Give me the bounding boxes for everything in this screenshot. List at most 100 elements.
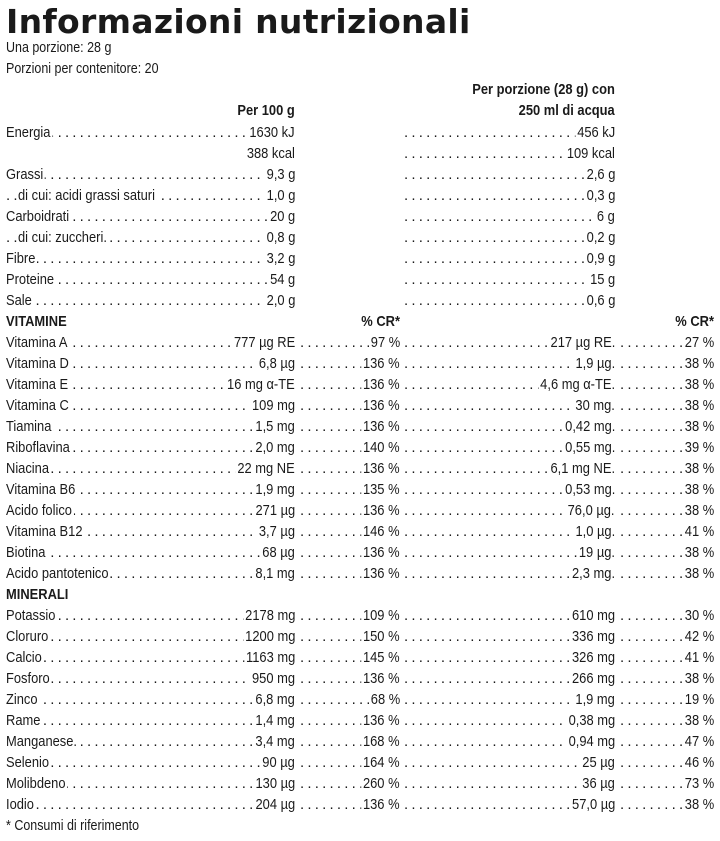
vitamin-table-row: ........................................…	[0, 500, 720, 521]
leader-dots: ........................................…	[6, 796, 292, 813]
leader-dots: ........................................…	[404, 418, 612, 435]
row-label: Iodio	[6, 794, 36, 815]
value-per-100g: 20 g	[268, 206, 295, 227]
value-per-portion: 0,94 mg	[566, 731, 615, 752]
value-cr-per-portion: 38 %	[682, 395, 714, 416]
value-per-portion: 6,1 mg NE.	[548, 458, 615, 479]
value-per-portion: 456 kJ	[575, 122, 615, 143]
leader-dots: ........................................…	[6, 649, 292, 666]
value-per-portion: 0,38 mg	[566, 710, 615, 731]
row-label: Acido pantotenico	[6, 563, 111, 584]
mineral-table-row: ........................................…	[0, 689, 720, 710]
value-cr-per-100g: 260 %	[361, 773, 400, 794]
leader-dots: ........................................…	[6, 418, 292, 435]
value-per-100g: 3,4 mg	[253, 731, 295, 752]
row-label: Zinco	[6, 689, 40, 710]
section-title: MINERALI	[6, 584, 71, 605]
leader-dots: ........................................…	[6, 460, 292, 477]
row-label: Vitamina A	[6, 332, 70, 353]
row-label: Fibre	[6, 248, 38, 269]
leader-dots: ........................................…	[404, 712, 612, 729]
value-per-portion: 1,9 µg.	[573, 353, 615, 374]
value-cr-per-100g: 97 %	[368, 332, 400, 353]
row-label: Grassi	[6, 164, 45, 185]
page-title: Informazioni nutrizionali	[6, 2, 471, 41]
value-cr-per-portion: 38 %	[682, 458, 714, 479]
mineral-table-row: ........................................…	[0, 605, 720, 626]
value-per-portion: 0,2 g	[584, 227, 615, 248]
value-per-portion: 25 µg	[580, 752, 615, 773]
row-label: Riboflavina	[6, 437, 72, 458]
leader-dots: ........................................…	[404, 565, 612, 582]
leader-dots: ........................................…	[404, 775, 612, 792]
table-row-zuccheri: ........................................…	[0, 227, 720, 248]
row-label: Tiamina	[6, 416, 54, 437]
value-per-portion: 0,55 mg.	[563, 437, 615, 458]
header-per-100g: Per 100 g	[237, 102, 295, 119]
leader-dots: ........................................…	[404, 271, 612, 288]
leader-dots: ........................................…	[6, 439, 292, 456]
leader-dots: ........................................…	[404, 544, 612, 561]
leader-dots: ........................................…	[404, 481, 612, 498]
value-per-portion: 336 mg	[570, 626, 615, 647]
leader-dots: ........................................…	[6, 607, 292, 624]
vitamin-table-row: ........................................…	[0, 437, 720, 458]
vitamin-table-row: ........................................…	[0, 353, 720, 374]
value-per-100g: 1,5 mg	[253, 416, 295, 437]
value-cr-per-portion: 38 %	[682, 542, 714, 563]
leader-dots: ........................................…	[404, 796, 612, 813]
value-cr-per-100g: 140 %	[361, 437, 400, 458]
leader-dots: ........................................…	[6, 502, 292, 519]
value-cr-per-portion: 39 %	[682, 437, 714, 458]
table-row-proteine: ........................................…	[0, 269, 720, 290]
value-per-100g: 2178 mg	[243, 605, 295, 626]
vitamin-table-row: ........................................…	[0, 416, 720, 437]
mineral-table-row: ........................................…	[0, 794, 720, 815]
value-cr-per-100g: 135 %	[361, 479, 400, 500]
value-per-100g: 2,0 g	[264, 290, 295, 311]
leader-dots: ........................................…	[404, 145, 612, 162]
leader-dots: ........................................…	[6, 754, 292, 771]
leader-dots: ........................................…	[404, 355, 612, 372]
leader-dots: ........................................…	[6, 691, 292, 708]
leader-dots: ........................................…	[6, 397, 292, 414]
leader-dots: ........................................…	[6, 712, 292, 729]
table-row-energia-kj: ........................................…	[0, 122, 720, 143]
value-cr-per-100g: 136 %	[361, 353, 400, 374]
value-per-portion: 0,3 g	[584, 185, 615, 206]
value-cr-per-100g: 136 %	[361, 710, 400, 731]
value-cr-per-portion: 38 %	[682, 374, 714, 395]
value-per-100g: 8,1 mg	[253, 563, 295, 584]
leader-dots: ........................................…	[6, 271, 292, 288]
section-header-minerali: MINERALI	[0, 584, 720, 605]
value-per-100g: 109 mg	[250, 395, 295, 416]
value-cr-per-100g: 164 %	[361, 752, 400, 773]
row-label: Vitamina B6	[6, 479, 78, 500]
leader-dots: ........................................…	[404, 187, 612, 204]
value-cr-per-portion: 38 %	[682, 416, 714, 437]
row-label: Carboidrati	[6, 206, 71, 227]
leader-dots: ........................................…	[6, 166, 292, 183]
value-per-100g: 3,7 µg	[257, 521, 295, 542]
leader-dots: ........................................…	[404, 397, 612, 414]
row-label: Potassio	[6, 605, 58, 626]
value-cr-per-100g: 136 %	[361, 458, 400, 479]
value-cr-per-100g: 136 %	[361, 395, 400, 416]
value-cr-per-portion: 41 %	[682, 647, 714, 668]
value-cr-per-100g: 136 %	[361, 542, 400, 563]
leader-dots: ........................................…	[404, 208, 612, 225]
row-label: Cloruro	[6, 626, 51, 647]
value-per-100g: 204 µg	[253, 794, 295, 815]
value-per-portion: 0,9 g	[584, 248, 615, 269]
value-per-100g: 0,8 g	[264, 227, 295, 248]
value-per-portion: 1,0 µg.	[573, 521, 615, 542]
leader-dots: ........................................…	[404, 670, 612, 687]
value-per-100g: 6,8 mg	[253, 689, 295, 710]
value-per-100g: 1,9 mg	[253, 479, 295, 500]
value-cr-per-100g: 109 %	[361, 605, 400, 626]
leader-dots: ........................................…	[6, 355, 292, 372]
leader-dots: ........................................…	[404, 292, 612, 309]
value-per-portion: 326 mg	[570, 647, 615, 668]
value-per-portion: 6 g	[595, 206, 615, 227]
value-cr-per-portion: 27 %	[682, 332, 714, 353]
